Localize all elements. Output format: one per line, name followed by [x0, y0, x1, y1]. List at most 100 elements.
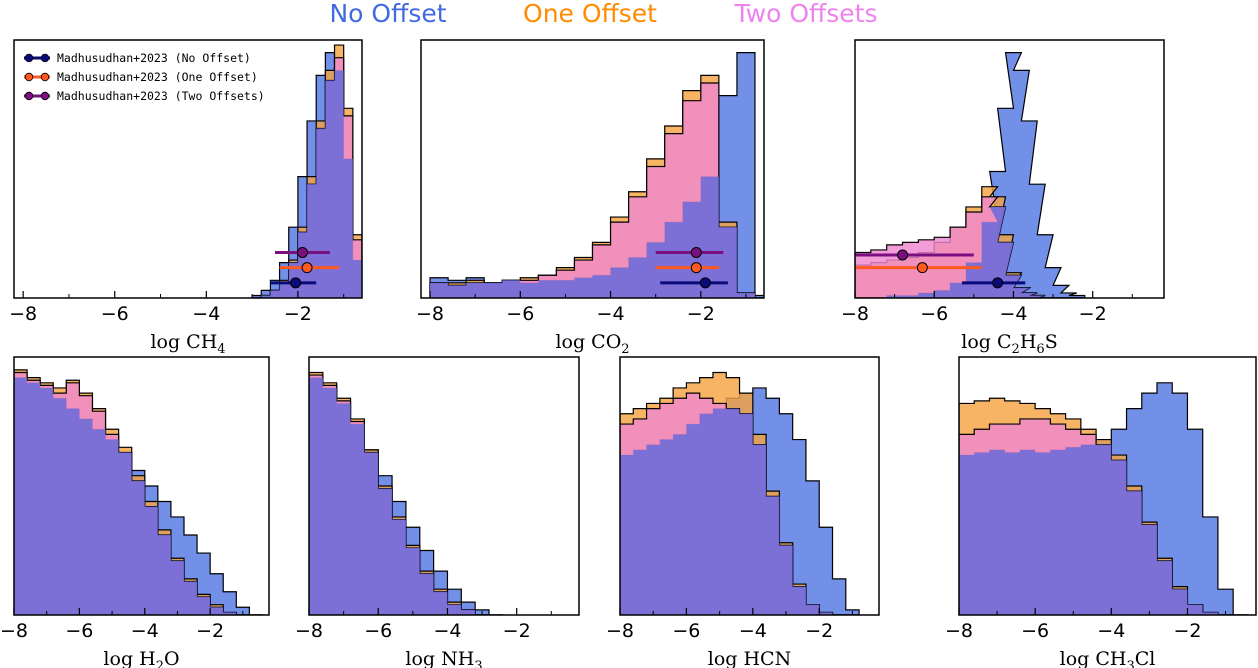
axes-frame — [958, 356, 1257, 616]
x-tick-label: −2 — [284, 303, 312, 325]
axes-frame — [13, 39, 363, 299]
errorbar-marker — [301, 262, 313, 274]
errorbar-point-1 — [961, 277, 1026, 289]
hist-overlap — [959, 444, 1249, 615]
panels: −8 −6 −4 −2 log CH4​ −8 −6 −4 −2 log CO2​ −8 −6 −4 −2… — [0, 39, 1257, 668]
panel-4: −8 −6 −4 −2 log H2​O — [0, 356, 270, 668]
x-tick-label: −2 — [687, 303, 715, 325]
errorbar-marker — [690, 246, 702, 258]
panel-5: −8 −6 −4 −2 log NH3​ — [295, 356, 580, 668]
x-tick-label: −4 — [131, 620, 159, 642]
errorbar-point-3 — [855, 249, 974, 261]
legend-marker — [40, 91, 50, 101]
errorbar-marker — [992, 277, 1004, 289]
errorbar-point-2 — [655, 262, 719, 274]
plot-area — [429, 52, 764, 298]
x-tick-label: −8 — [0, 620, 28, 642]
errorbar-point-2 — [279, 262, 340, 274]
x-tick-label: −6 — [101, 303, 129, 325]
legend-entry-3: Madhusudhan+2023 (Two Offsets) — [24, 89, 265, 103]
panel-2: −8 −6 −4 −2 log CO2​ — [416, 39, 765, 357]
x-tick-label: −8 — [416, 303, 444, 325]
x-tick-label: −8 — [606, 620, 634, 642]
legend-marker — [24, 72, 34, 82]
errorbar-point-3 — [655, 246, 724, 258]
errorbar-point-3 — [275, 246, 330, 258]
x-axis-label: log CH3​Cl — [1060, 648, 1156, 668]
x-axis-label: log NH3​ — [405, 648, 482, 668]
axes-frame — [854, 39, 1165, 299]
title-one-offset: One Offset — [523, 0, 657, 28]
legend-entry-2: Madhusudhan+2023 (One Offset) — [24, 70, 258, 84]
x-tick-label: −4 — [192, 303, 220, 325]
errorbar-marker — [690, 262, 702, 274]
axes-frame — [619, 356, 880, 616]
legend-label: Madhusudhan+2023 (One Offset) — [57, 70, 258, 84]
x-tick-label: −4 — [1097, 620, 1125, 642]
errorbar-marker — [699, 277, 711, 289]
x-axis-label: log CO2​ — [555, 331, 629, 357]
hist-overlap — [620, 408, 860, 615]
legend-marker — [40, 53, 50, 63]
x-tick-label: −6 — [506, 303, 534, 325]
panel-6: −8 −6 −4 −2 log HCN — [606, 356, 880, 668]
x-axis-label: log HCN — [708, 648, 791, 668]
plot-area — [959, 382, 1249, 615]
hist-overlap — [855, 206, 1085, 298]
errorbar-marker — [290, 277, 302, 289]
errorbar-point-1 — [270, 277, 317, 289]
figure-titles: No Offset One Offset Two Offsets — [329, 0, 877, 28]
x-tick-label: −6 — [364, 620, 392, 642]
title-two-offsets: Two Offsets — [734, 0, 878, 28]
panel-3: −8 −6 −4 −2 log C2​H6​S — [841, 39, 1165, 357]
hist-two-offsets — [855, 196, 1085, 298]
errorbar-marker — [897, 249, 909, 261]
x-tick-label: −8 — [295, 620, 323, 642]
plot-area — [309, 371, 503, 615]
x-tick-label: −4 — [999, 303, 1027, 325]
x-tick-label: −2 — [196, 620, 224, 642]
plot-area — [620, 371, 860, 615]
x-tick-label: −6 — [65, 620, 93, 642]
title-no-offset: No Offset — [329, 0, 446, 28]
errorbar-marker — [916, 262, 928, 274]
hist-overlap — [309, 377, 503, 615]
errorbar-marker — [296, 246, 308, 258]
x-tick-label: −6 — [920, 303, 948, 325]
axes-frame — [308, 356, 580, 616]
hist-overlap — [14, 377, 263, 615]
x-tick-label: −2 — [1079, 303, 1107, 325]
plot-area — [855, 52, 1086, 298]
axes-frame — [420, 39, 765, 299]
legend: Madhusudhan+2023 (No Offset) Madhusudhan+… — [24, 51, 265, 103]
x-axis-label: log CH4​ — [150, 331, 225, 357]
x-tick-label: −2 — [805, 620, 833, 642]
x-tick-label: −2 — [503, 620, 531, 642]
x-tick-label: −2 — [1173, 620, 1201, 642]
plot-area — [14, 369, 263, 615]
legend-marker — [40, 72, 50, 82]
x-tick-label: −4 — [739, 620, 767, 642]
x-tick-label: −8 — [9, 303, 37, 325]
legend-marker — [24, 53, 34, 63]
legend-entry-1: Madhusudhan+2023 (No Offset) — [24, 51, 251, 65]
x-tick-label: −4 — [433, 620, 461, 642]
panel-1: −8 −6 −4 −2 log CH4​ — [9, 39, 363, 357]
errorbar-point-1 — [660, 277, 728, 289]
x-axis-label: log H2​O — [103, 648, 179, 668]
plot-area — [251, 44, 362, 298]
x-tick-label: −8 — [945, 620, 973, 642]
axes-frame — [13, 356, 270, 616]
x-tick-label: −6 — [1021, 620, 1049, 642]
legend-marker — [24, 91, 34, 101]
x-tick-label: −4 — [597, 303, 625, 325]
errorbar-point-2 — [855, 262, 982, 274]
x-tick-label: −8 — [841, 303, 869, 325]
legend-label: Madhusudhan+2023 (No Offset) — [57, 51, 251, 65]
panel-7: −8 −6 −4 −2 log CH3​Cl — [945, 356, 1257, 668]
x-tick-label: −6 — [672, 620, 700, 642]
x-axis-label: log C2​H6​S — [961, 331, 1057, 357]
legend-label: Madhusudhan+2023 (Two Offsets) — [57, 89, 265, 103]
hist-overlap — [252, 70, 362, 298]
